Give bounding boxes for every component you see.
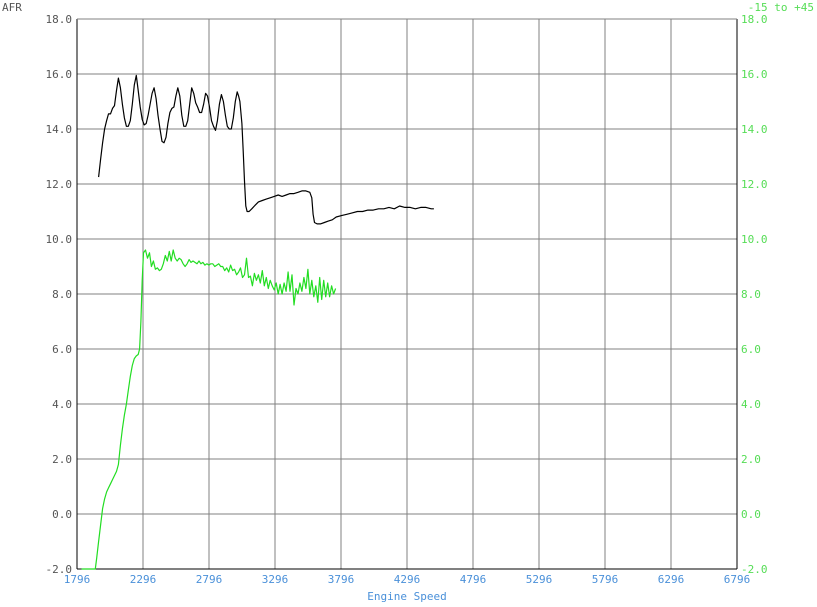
left-y-tick-label: -2.0 — [46, 563, 73, 576]
series-lines — [81, 74, 434, 570]
right-y-tick-label: 10.0 — [741, 233, 768, 246]
right-axis-label: -15 to +45 — [748, 1, 814, 14]
right-y-tick-label: 18.0 — [741, 13, 768, 26]
left-y-tick-label: 18.0 — [46, 13, 73, 26]
x-tick-label: 3296 — [262, 573, 289, 586]
grid — [76, 18, 738, 570]
left-y-tick-label: 14.0 — [46, 123, 73, 136]
left-y-tick-label: 6.0 — [52, 343, 72, 356]
right-y-tick-label: -2.0 — [741, 563, 768, 576]
right-y-tick-label: 2.0 — [741, 453, 761, 466]
right-axis-series-line — [81, 249, 337, 570]
right-y-tick-labels: 18.0 16.0 14.0 12.0 10.0 8.0 6.0 4.0 2.0 0.0 -2.0 — [741, 13, 768, 576]
right-y-tick-label: 12.0 — [741, 178, 768, 191]
left-y-tick-label: 0.0 — [52, 508, 72, 521]
left-axis-label: AFR — [2, 1, 22, 14]
right-y-tick-label: 14.0 — [741, 123, 768, 136]
x-tick-label: 1796 — [64, 573, 91, 586]
x-tick-label: 4296 — [394, 573, 421, 586]
x-axis-label: Engine Speed — [367, 590, 446, 603]
left-y-tick-label: 8.0 — [52, 288, 72, 301]
right-y-tick-label: 8.0 — [741, 288, 761, 301]
x-tick-label: 2296 — [130, 573, 157, 586]
left-y-tick-labels: 18.0 16.0 14.0 12.0 10.0 8.0 6.0 4.0 2.0 0.0 -2.0 — [46, 13, 73, 576]
afr-series-line — [98, 74, 434, 225]
x-tick-label: 4796 — [460, 573, 487, 586]
left-y-tick-label: 10.0 — [46, 233, 73, 246]
right-y-tick-label: 0.0 — [741, 508, 761, 521]
left-y-tick-label: 12.0 — [46, 178, 73, 191]
right-y-tick-label: 16.0 — [741, 68, 768, 81]
x-tick-label: 5296 — [526, 573, 553, 586]
x-tick-label: 6796 — [724, 573, 751, 586]
left-y-tick-label: 16.0 — [46, 68, 73, 81]
x-tick-label: 3796 — [328, 573, 355, 586]
right-y-tick-label: 6.0 — [741, 343, 761, 356]
x-tick-labels: 1796 2296 2796 3296 3796 4296 4796 5296 5796 6296… — [64, 573, 751, 586]
x-tick-label: 5796 — [592, 573, 619, 586]
right-y-tick-label: 4.0 — [741, 398, 761, 411]
left-y-tick-label: 2.0 — [52, 453, 72, 466]
x-tick-label: 6296 — [658, 573, 685, 586]
left-y-tick-label: 4.0 — [52, 398, 72, 411]
axes — [76, 18, 738, 570]
x-tick-label: 2796 — [196, 573, 223, 586]
